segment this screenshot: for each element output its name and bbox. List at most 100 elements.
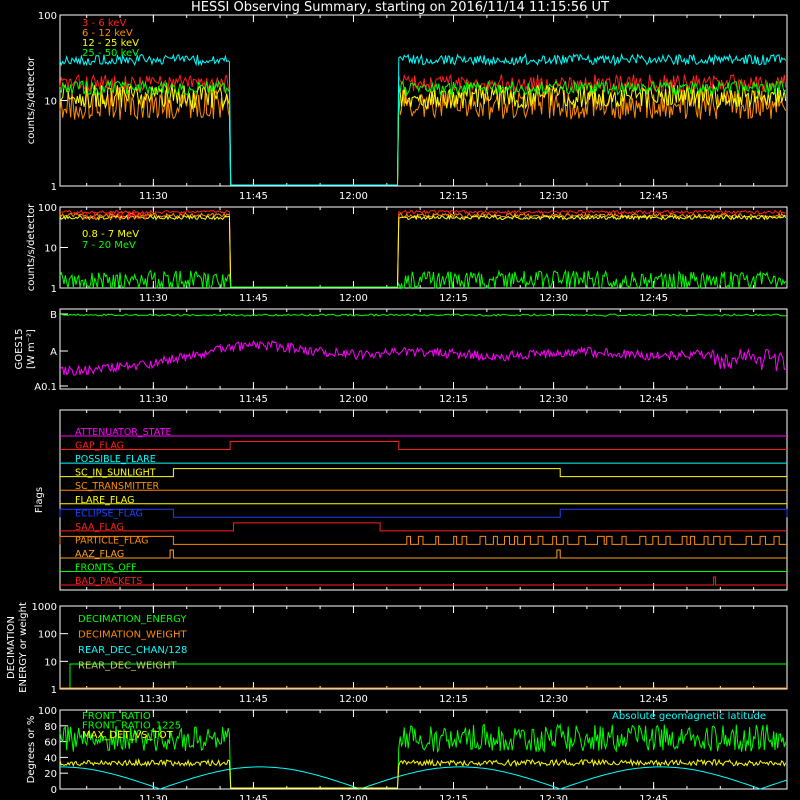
decimation-legend-entry: REAR_DEC_WEIGHT (78, 661, 177, 672)
counts-legend-entry: 6 - 12 keV (82, 28, 133, 39)
counts_mev-y-tick-label: 1 (51, 284, 57, 295)
counts_mev-series-line (59, 214, 787, 288)
counts-y-tick-label: 1 (51, 182, 57, 193)
flags-flag-line (60, 576, 787, 586)
counts-y-axis-label: counts/s/detector (26, 56, 37, 144)
counts-series-line (59, 79, 787, 186)
ratio-series-line (60, 766, 788, 790)
ratio-series-line (59, 757, 787, 789)
counts_mev-legend-entry: 7 - 20 MeV (82, 240, 136, 251)
ratio-y-tick-label: 40 (44, 753, 57, 764)
decimation-x-tick-label: 11:45 (239, 694, 268, 705)
counts_mev-y-tick-label: 10 (44, 244, 57, 255)
counts_mev-series-line (59, 209, 786, 288)
counts-x-tick-label: 12:30 (539, 191, 568, 202)
counts_mev-legend-entry: 0.1 - 0.8 MeV (82, 211, 149, 222)
goes-y-tick-label: A (50, 347, 57, 358)
flags-flag-label: BAD_PACKETS (75, 576, 142, 587)
counts_mev-x-tick-label: 11:45 (239, 293, 268, 304)
flags-flag-line (60, 549, 787, 559)
flags-flag-label: ATTENUATOR_STATE (75, 427, 171, 438)
flags-flag-label: PARTICLE_FLAG (75, 535, 148, 546)
counts_mev-plot-frame (59, 206, 788, 289)
decimation-legend-entry: DECIMATION_ENERGY (78, 614, 187, 625)
flags-flag-label: GAP_FLAG (75, 441, 124, 452)
ratio-x-tick-label: 12:15 (439, 794, 468, 800)
flags-flag-label: SAA_FLAG (75, 522, 124, 533)
ratio-legend-entry: FRONT_RATIO_1225 (82, 721, 181, 732)
counts-x-tick-label: 12:15 (439, 191, 468, 202)
counts_mev-legend-entry: 0.8 - 7 MeV (82, 229, 139, 240)
ratio-x-tick-label: 11:45 (239, 794, 268, 800)
ratio-y-axis-label: Degrees or % (26, 716, 37, 784)
flags-flag-line (59, 508, 788, 518)
decimation-y-axis-label: DECIMATION (6, 616, 17, 679)
goes-y-axis-label: GOES15 (14, 328, 25, 369)
counts-x-tick-label: 12:00 (339, 191, 368, 202)
decimation-legend-entry: DECIMATION_WEIGHT (78, 630, 187, 641)
ratio-series-line (59, 723, 787, 789)
flags-flag-line (59, 535, 787, 545)
goes-x-tick-label: 11:30 (139, 394, 168, 405)
counts-y-tick-label: 10 (44, 97, 57, 108)
flags-flag-label: AAZ_FLAG (75, 549, 124, 560)
decimation-y-tick-label: 1 (51, 685, 57, 696)
ratio-legend-entry: FRONT_RATIO (82, 711, 151, 722)
ratio-x-tick-label: 12:45 (639, 794, 668, 800)
goes-y-tick-label: A0.1 (34, 382, 57, 393)
ratio-annotation: Absolute geomagnetic latitude (612, 711, 766, 722)
ratio-legend-entry: MAX_DET_VS_TOT (82, 730, 174, 741)
decimation-x-tick-label: 12:30 (539, 694, 568, 705)
flags-flag-line (60, 468, 787, 478)
counts_mev-x-tick-label: 12:30 (539, 293, 568, 304)
goes-x-tick-label: 12:15 (439, 394, 468, 405)
goes-x-tick-label: 12:00 (339, 394, 368, 405)
goes-series-line (59, 339, 786, 376)
decimation-x-tick-label: 11:30 (139, 694, 168, 705)
flags-flag-label: SC_IN_SUNLIGHT (75, 468, 156, 479)
goes-x-tick-label: 11:45 (239, 394, 268, 405)
goes-y-axis-unit: [W m⁻²] (26, 329, 37, 369)
decimation-x-tick-label: 12:00 (339, 694, 368, 705)
ratio-y-tick-label: 80 (44, 722, 57, 733)
counts-x-tick-label: 11:45 (239, 191, 268, 202)
counts-y-tick-label: 100 (38, 11, 57, 22)
goes-y-tick-label: B (50, 310, 57, 321)
counts-series-line (59, 88, 787, 186)
counts_mev-x-tick-label: 12:00 (339, 293, 368, 304)
ratio-y-tick-label: 20 (44, 769, 57, 780)
flags-flag-line (60, 522, 787, 532)
counts-series-line (59, 83, 787, 186)
chart-title: HESSI Observing Summary, starting on 201… (191, 0, 609, 15)
ratio-y-tick-label: 0 (51, 785, 57, 796)
ratio-x-tick-label: 12:30 (539, 794, 568, 800)
counts_mev-series-line (59, 212, 786, 288)
flags-plot-frame (59, 409, 788, 591)
counts-x-tick-label: 11:30 (139, 191, 168, 202)
counts_mev-x-tick-label: 12:15 (439, 293, 468, 304)
decimation-x-tick-label: 12:45 (639, 694, 668, 705)
decimation-legend-entry: REAR_DEC_CHAN/128 (78, 645, 187, 656)
counts-legend-entry: 3 - 6 keV (82, 18, 126, 29)
ratio-y-tick-label: 100 (38, 706, 57, 717)
counts_mev-y-tick-label: 100 (38, 203, 57, 214)
ratio-y-tick-label: 60 (44, 738, 57, 749)
decimation-plot-frame (59, 605, 788, 690)
goes-x-tick-label: 12:45 (639, 394, 668, 405)
counts-x-tick-label: 12:45 (639, 191, 668, 202)
flags-flag-label: SC_TRANSMITTER (75, 481, 160, 492)
flags-flag-label: POSSIBLE_FLARE (75, 454, 156, 465)
goes-series-line (60, 313, 787, 317)
goes-x-tick-label: 12:30 (539, 394, 568, 405)
ratio-x-tick-label: 12:00 (339, 794, 368, 800)
decimation-x-tick-label: 12:15 (439, 694, 468, 705)
flags-flag-label: ECLIPSE_FLAG (75, 508, 143, 519)
flags-flag-label: FRONTS_OFF (75, 563, 137, 574)
decimation-y-tick-label: 100 (38, 630, 57, 641)
counts-series-line (59, 52, 787, 186)
flags-flag-line (60, 441, 787, 451)
ratio-plot-frame (59, 709, 788, 790)
goes-plot-frame (59, 308, 788, 390)
counts_mev-y-axis-label: counts/s/detector (26, 203, 37, 291)
